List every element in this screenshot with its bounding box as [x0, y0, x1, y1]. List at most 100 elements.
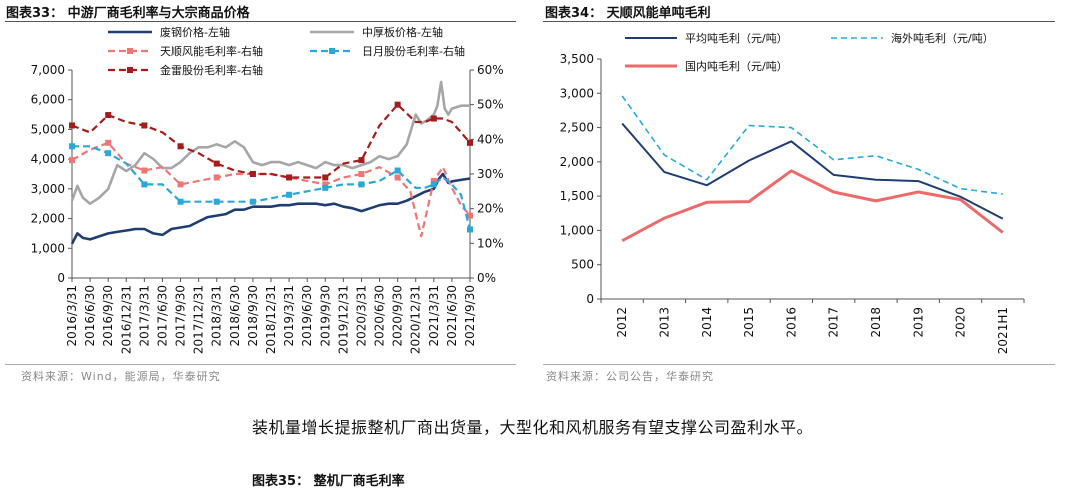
series-marker-5 [322, 174, 329, 181]
x-tick-label: 2020/12/31 [409, 285, 423, 354]
left-y-tick-label: 0 [57, 271, 65, 285]
series-line-5 [71, 103, 471, 179]
series-marker-5 [394, 101, 401, 108]
x-tick-label: 2020 [954, 307, 968, 338]
series-marker-4 [177, 198, 184, 205]
left-y-tick-label: 5,000 [31, 122, 65, 136]
legend-label-2: 中厚板价格-左轴 [362, 25, 443, 39]
x-tick-label: 2016/6/30 [83, 285, 97, 347]
right-y-tick-label: 40% [477, 132, 504, 146]
legend-label-4: 日月股份毛利率-右轴 [362, 44, 465, 58]
right-y-tick-label: 50% [477, 98, 504, 112]
x-tick-label: 2014 [700, 307, 714, 338]
x-tick-label: 2019/3/31 [282, 285, 296, 347]
legend-marker-4 [329, 48, 335, 54]
legend-label-1: 平均吨毛利（元/吨） [685, 32, 788, 45]
left-source-note: 资料来源：Wind，能源局，华泰研究 [21, 370, 221, 383]
series-marker-5 [249, 171, 256, 177]
series-marker-3 [394, 174, 401, 181]
left-source-divider [5, 364, 516, 365]
x-tick-label: 2021/6/30 [445, 285, 459, 347]
left-figure-title: 图表33： 中游厂商毛利率与大宗商品价格 [6, 6, 250, 21]
x-tick-label: 2016/3/31 [65, 285, 79, 347]
next-figure-title: 图表35： 整机厂商毛利率 [252, 474, 405, 489]
series-line-2 [621, 95, 1003, 195]
series-marker-4 [141, 181, 148, 188]
legend-label-3: 国内吨毛利（元/吨） [685, 59, 788, 73]
x-tick-label: 2017/9/30 [174, 285, 188, 347]
right-y-tick-label: 20% [477, 202, 504, 216]
series-marker-4 [69, 143, 75, 150]
series-marker-5 [358, 157, 365, 164]
x-tick-label: 2018/6/30 [228, 285, 242, 347]
series-marker-4 [286, 191, 293, 198]
y-tick-label: 500 [571, 258, 594, 272]
left-y-tick-label: 2,000 [31, 212, 65, 226]
y-tick-label: 0 [586, 292, 594, 306]
right-source-note: 资料来源：公司公告，华泰研究 [546, 370, 714, 383]
x-tick-label: 2016 [784, 307, 798, 338]
y-tick-label: 2,000 [560, 155, 594, 169]
x-tick-label: 2020/9/30 [391, 285, 405, 347]
x-tick-label: 2016/9/30 [101, 285, 115, 347]
x-tick-label: 2018/12/31 [264, 285, 278, 354]
x-tick-label: 2019 [911, 307, 925, 338]
series-marker-5 [105, 112, 112, 119]
series-line-1 [70, 172, 471, 245]
series-marker-4 [394, 167, 401, 174]
series-line-1 [621, 122, 1004, 220]
series-marker-4 [105, 150, 112, 157]
series-marker-3 [358, 171, 365, 177]
left-line-chart: 0 1,000 2,000 3,000 4,000 5,000 6,000 7,000 0% 10… [31, 25, 504, 354]
right-line-chart: 0 500 1,000 1,500 2,000 2,500 3,000 3,500 2012 20… [560, 31, 1025, 354]
series-marker-3 [430, 177, 437, 184]
series-line-2 [70, 80, 470, 205]
series-marker-3 [105, 139, 112, 146]
x-tick-label: 2016/12/31 [119, 285, 133, 354]
series-marker-3 [467, 212, 473, 219]
right-figure-title: 图表34： 天顺风能单吨毛利 [545, 6, 711, 21]
series-marker-5 [213, 160, 220, 167]
x-tick-label: 2018/3/31 [210, 285, 224, 347]
series-line-3 [621, 169, 1004, 243]
right-y-tick-label: 0% [477, 271, 496, 285]
series-marker-3 [322, 181, 329, 188]
series-line-3 [71, 141, 471, 238]
x-tick-label: 2017 [827, 307, 841, 338]
right-source-divider [543, 364, 1055, 365]
x-tick-label: 2017/6/30 [155, 285, 169, 347]
legend-label-2: 海外吨毛利（元/吨） [891, 31, 994, 45]
x-tick-label: 2018 [869, 307, 883, 338]
x-tick-label: 2013 [657, 307, 671, 338]
series-marker-4 [213, 198, 220, 205]
x-tick-label: 2012 [615, 307, 629, 338]
x-tick-label: 2020/3/31 [354, 285, 368, 347]
x-tick-label: 2017/3/31 [137, 285, 151, 347]
x-tick-label: 2017/12/31 [192, 285, 206, 354]
series-marker-3 [213, 174, 220, 181]
legend-label-1: 废钢价格-左轴 [160, 25, 230, 39]
right-y-tick-label: 10% [477, 236, 504, 250]
x-tick-label: 2015 [742, 307, 756, 338]
series-marker-4 [467, 226, 473, 233]
y-tick-label: 1,000 [560, 223, 594, 237]
right-y-tick-label: 60% [477, 63, 504, 77]
x-tick-label: 2019/6/30 [300, 285, 314, 347]
left-y-tick-label: 4,000 [31, 152, 65, 166]
x-tick-label: 2021H1 [996, 307, 1010, 354]
series-marker-4 [322, 184, 329, 191]
left-y-tick-label: 1,000 [31, 241, 65, 255]
series-marker-5 [286, 174, 293, 181]
y-tick-label: 3,500 [560, 52, 594, 66]
series-marker-3 [69, 157, 75, 164]
x-tick-label: 2018/9/30 [246, 285, 260, 347]
x-tick-label: 2019/12/31 [336, 285, 350, 354]
series-marker-4 [430, 181, 437, 188]
series-marker-5 [141, 122, 148, 129]
y-tick-label: 3,000 [560, 86, 594, 100]
y-tick-label: 1,500 [560, 189, 594, 203]
series-marker-4 [249, 198, 256, 205]
x-tick-label: 2020/6/30 [373, 285, 387, 347]
left-title-divider [5, 21, 516, 22]
x-tick-label: 2021/9/30 [463, 285, 477, 347]
